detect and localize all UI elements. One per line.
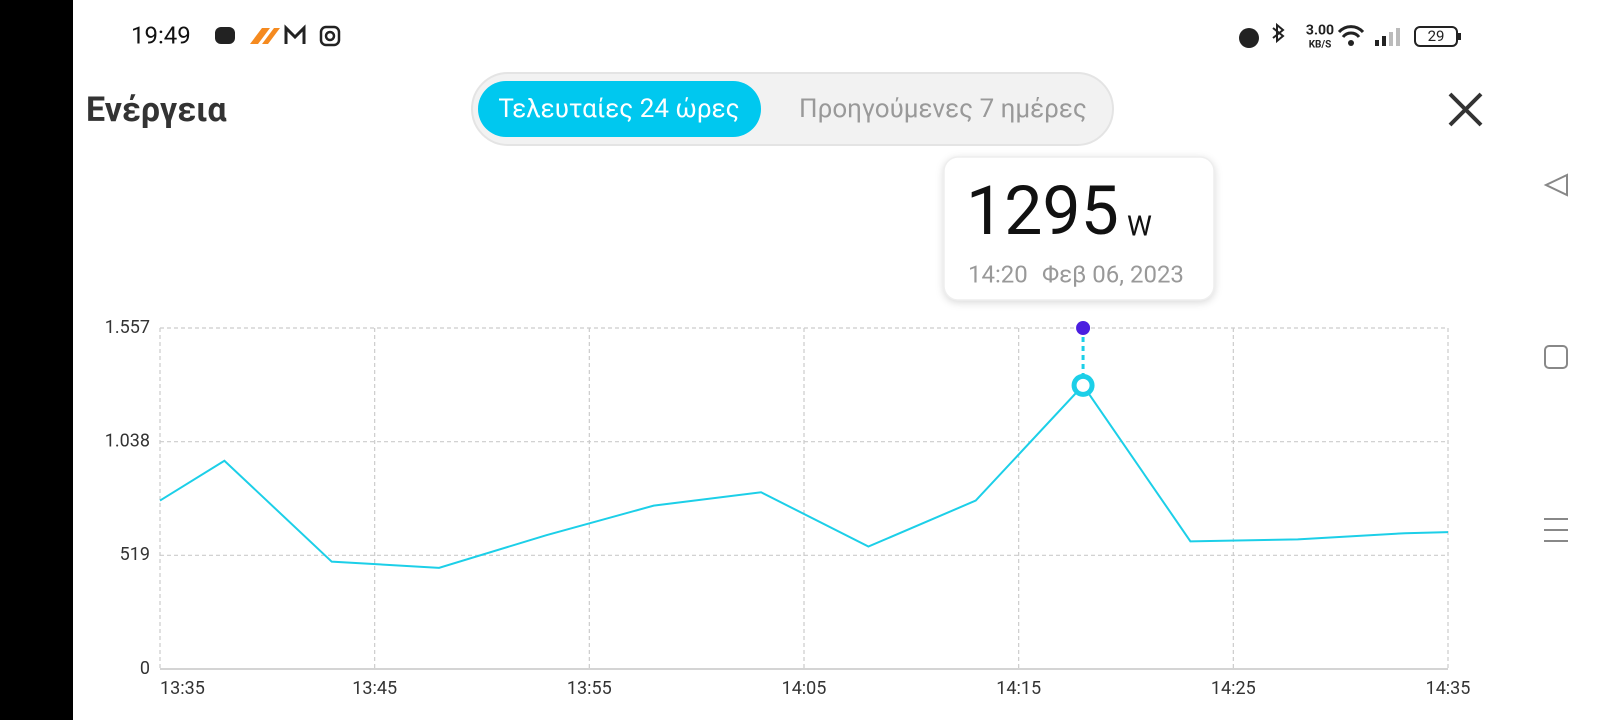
notification-icons [215,24,341,47]
data-line [159,383,1449,569]
tooltip [943,156,1215,301]
close-button[interactable] [1448,92,1483,127]
tab-label[interactable]: Τελευταίες 24 ώρες [498,94,739,124]
x-tick-label: 14:35 [1426,678,1471,699]
x-tick-label: 13:55 [567,678,612,699]
system-icons [1239,22,1461,48]
tooltip-time: 14:20 [968,260,1028,288]
tab-active[interactable] [478,81,761,137]
net-speed-unit: KB/S [1309,40,1332,51]
chart: 0 519 1.038 1.557 13:35 13:45 13:55 14:05 14:15 1… [105,317,1471,699]
highlight-top-dot [1076,321,1091,335]
status-time: 19:49 [131,21,191,49]
y-tick-label: 519 [120,544,150,565]
battery-level: 29 [1428,27,1445,45]
x-tick-label: 14:05 [782,678,827,699]
x-tick-label: 14:25 [1211,678,1256,699]
y-tick-label: 1.038 [105,430,150,451]
nav-back[interactable] [1543,173,1568,197]
y-tick-label: 1.557 [105,317,150,338]
y-tick-label: 0 [140,658,150,679]
page-title: Ενέργεια [86,90,227,130]
tooltip-unit: W [1127,209,1152,242]
tab-label[interactable]: Προηγούμενες 7 ημέρες [799,94,1087,124]
left-edge [0,0,73,720]
nav-home[interactable] [1544,345,1568,369]
x-tick-label: 13:35 [160,678,205,699]
nav-menu[interactable] [1544,518,1568,542]
tooltip-date: Φεβ 06, 2023 [1042,260,1184,288]
highlight-point [1071,373,1095,397]
x-tick-label: 14:15 [996,678,1041,699]
x-tick-label: 13:45 [352,678,397,699]
net-speed: 3.00 [1306,23,1334,39]
tooltip-value: 1295 [966,171,1119,251]
